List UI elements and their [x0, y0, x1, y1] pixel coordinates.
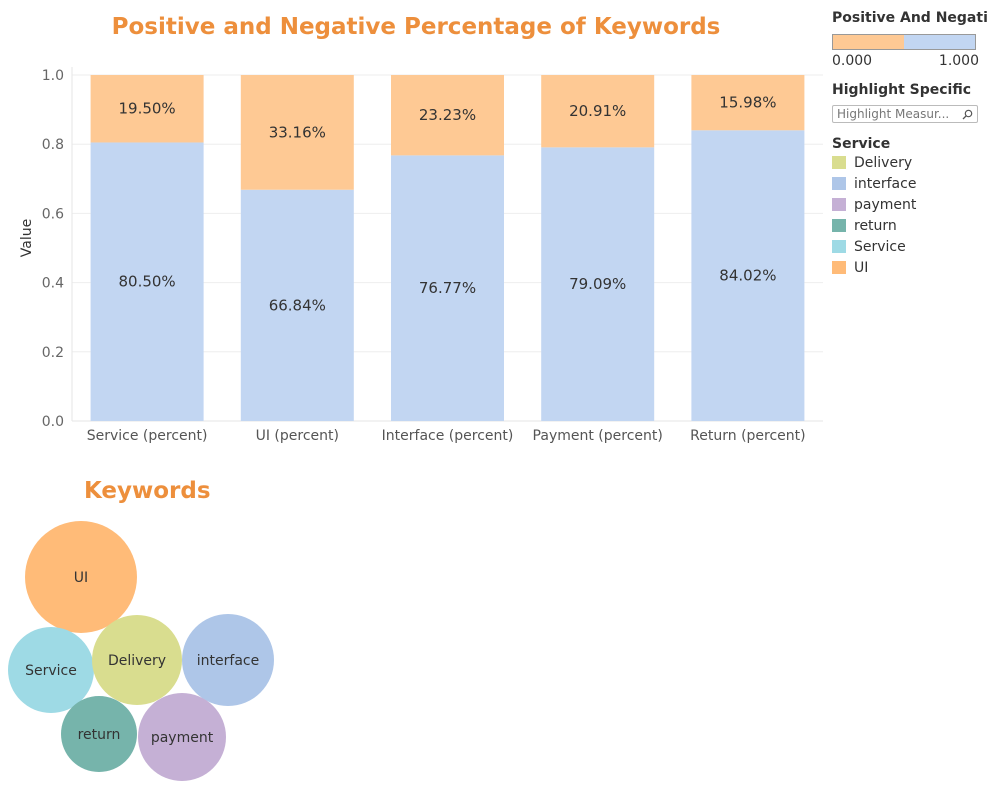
keyword-bubble-label: Delivery	[108, 653, 166, 669]
bar-positive	[391, 155, 504, 421]
legend-label: Service	[854, 238, 906, 255]
service-legend-item[interactable]: Delivery	[832, 152, 987, 173]
legend-swatch	[832, 198, 846, 211]
x-tick-label: Return (percent)	[690, 428, 805, 444]
x-tick-label: Payment (percent)	[533, 428, 663, 444]
legend-swatch	[832, 219, 846, 232]
legend-swatch	[832, 177, 846, 190]
bar-negative	[90, 75, 204, 143]
y-tick-label: 0.0	[42, 414, 64, 430]
data-label-positive: 76.77%	[419, 279, 476, 297]
y-tick-label: 0.4	[42, 276, 64, 292]
bar-negative	[240, 75, 354, 190]
highlight-title: Highlight Specific	[832, 82, 972, 98]
data-label-negative: 20.91%	[569, 102, 626, 120]
color-legend-title: Positive And Negati..	[832, 10, 987, 26]
data-label-positive: 80.50%	[118, 273, 175, 291]
legend-label: Delivery	[854, 154, 913, 171]
keyword-bubble-label: payment	[151, 730, 214, 746]
keywords-title: Keywords	[84, 478, 211, 504]
keyword-bubble-label: interface	[197, 653, 259, 669]
color-min-label: 0.000	[832, 53, 873, 69]
color-gradient-ticks: 0.000 1.000	[832, 53, 979, 69]
data-label-negative: 19.50%	[118, 100, 175, 118]
x-tick-label: UI (percent)	[256, 428, 339, 444]
service-legend-item[interactable]: UI	[832, 257, 987, 278]
data-label-positive: 79.09%	[569, 275, 626, 293]
y-tick-label: 1.0	[42, 68, 64, 84]
legend-panel: Positive And Negati.. 0.000 1.000 Highli…	[832, 10, 987, 278]
search-icon	[962, 109, 973, 119]
service-legend-item[interactable]: payment	[832, 194, 987, 215]
x-tick-label: Interface (percent)	[382, 428, 514, 444]
keyword-bubble	[61, 696, 137, 772]
keyword-bubble	[92, 615, 182, 705]
chart-title: Positive and Negative Percentage of Keyw…	[111, 14, 721, 40]
legend-label: UI	[854, 259, 869, 276]
y-tick-label: 0.8	[42, 137, 64, 153]
keyword-bubble	[138, 693, 226, 781]
highlight-search-input[interactable]: Highlight Measur...	[832, 105, 978, 123]
legend-swatch	[832, 261, 846, 274]
data-label-positive: 84.02%	[719, 267, 776, 285]
service-legend-item[interactable]: Service	[832, 236, 987, 257]
bar-positive	[691, 130, 805, 421]
keyword-bubble	[182, 614, 274, 706]
keyword-bubble	[25, 521, 137, 633]
data-label-negative: 23.23%	[419, 106, 476, 124]
bar-positive	[240, 189, 354, 421]
x-tick-label: Service (percent)	[87, 428, 208, 444]
service-legend-list: Delivery interface payment return Service UI	[832, 152, 987, 278]
color-gradient-bar	[832, 34, 976, 50]
legend-swatch	[832, 240, 846, 253]
color-max-label: 1.000	[938, 53, 979, 69]
bar-positive	[541, 147, 655, 421]
keyword-bubble-label: return	[78, 727, 121, 743]
keyword-bubble-label: UI	[74, 570, 88, 586]
bar-negative	[391, 75, 504, 156]
service-legend-item[interactable]: interface	[832, 173, 987, 194]
y-tick-label: 0.6	[42, 206, 64, 222]
legend-label: return	[854, 217, 897, 234]
keyword-bubble	[8, 627, 94, 713]
bar-positive	[90, 142, 204, 421]
highlight-placeholder: Highlight Measur...	[837, 107, 950, 121]
data-label-positive: 66.84%	[269, 296, 326, 314]
data-label-negative: 15.98%	[719, 94, 776, 112]
bar-negative	[691, 75, 805, 131]
service-legend-item[interactable]: return	[832, 215, 987, 236]
data-label-negative: 33.16%	[269, 123, 326, 141]
legend-swatch	[832, 156, 846, 169]
bar-negative	[541, 75, 655, 148]
legend-label: payment	[854, 196, 917, 213]
keyword-bubble-label: Service	[25, 663, 77, 679]
y-tick-label: 0.2	[42, 345, 64, 361]
service-legend-title: Service	[832, 136, 891, 152]
y-axis-label: Value	[19, 219, 35, 257]
legend-label: interface	[854, 175, 917, 192]
